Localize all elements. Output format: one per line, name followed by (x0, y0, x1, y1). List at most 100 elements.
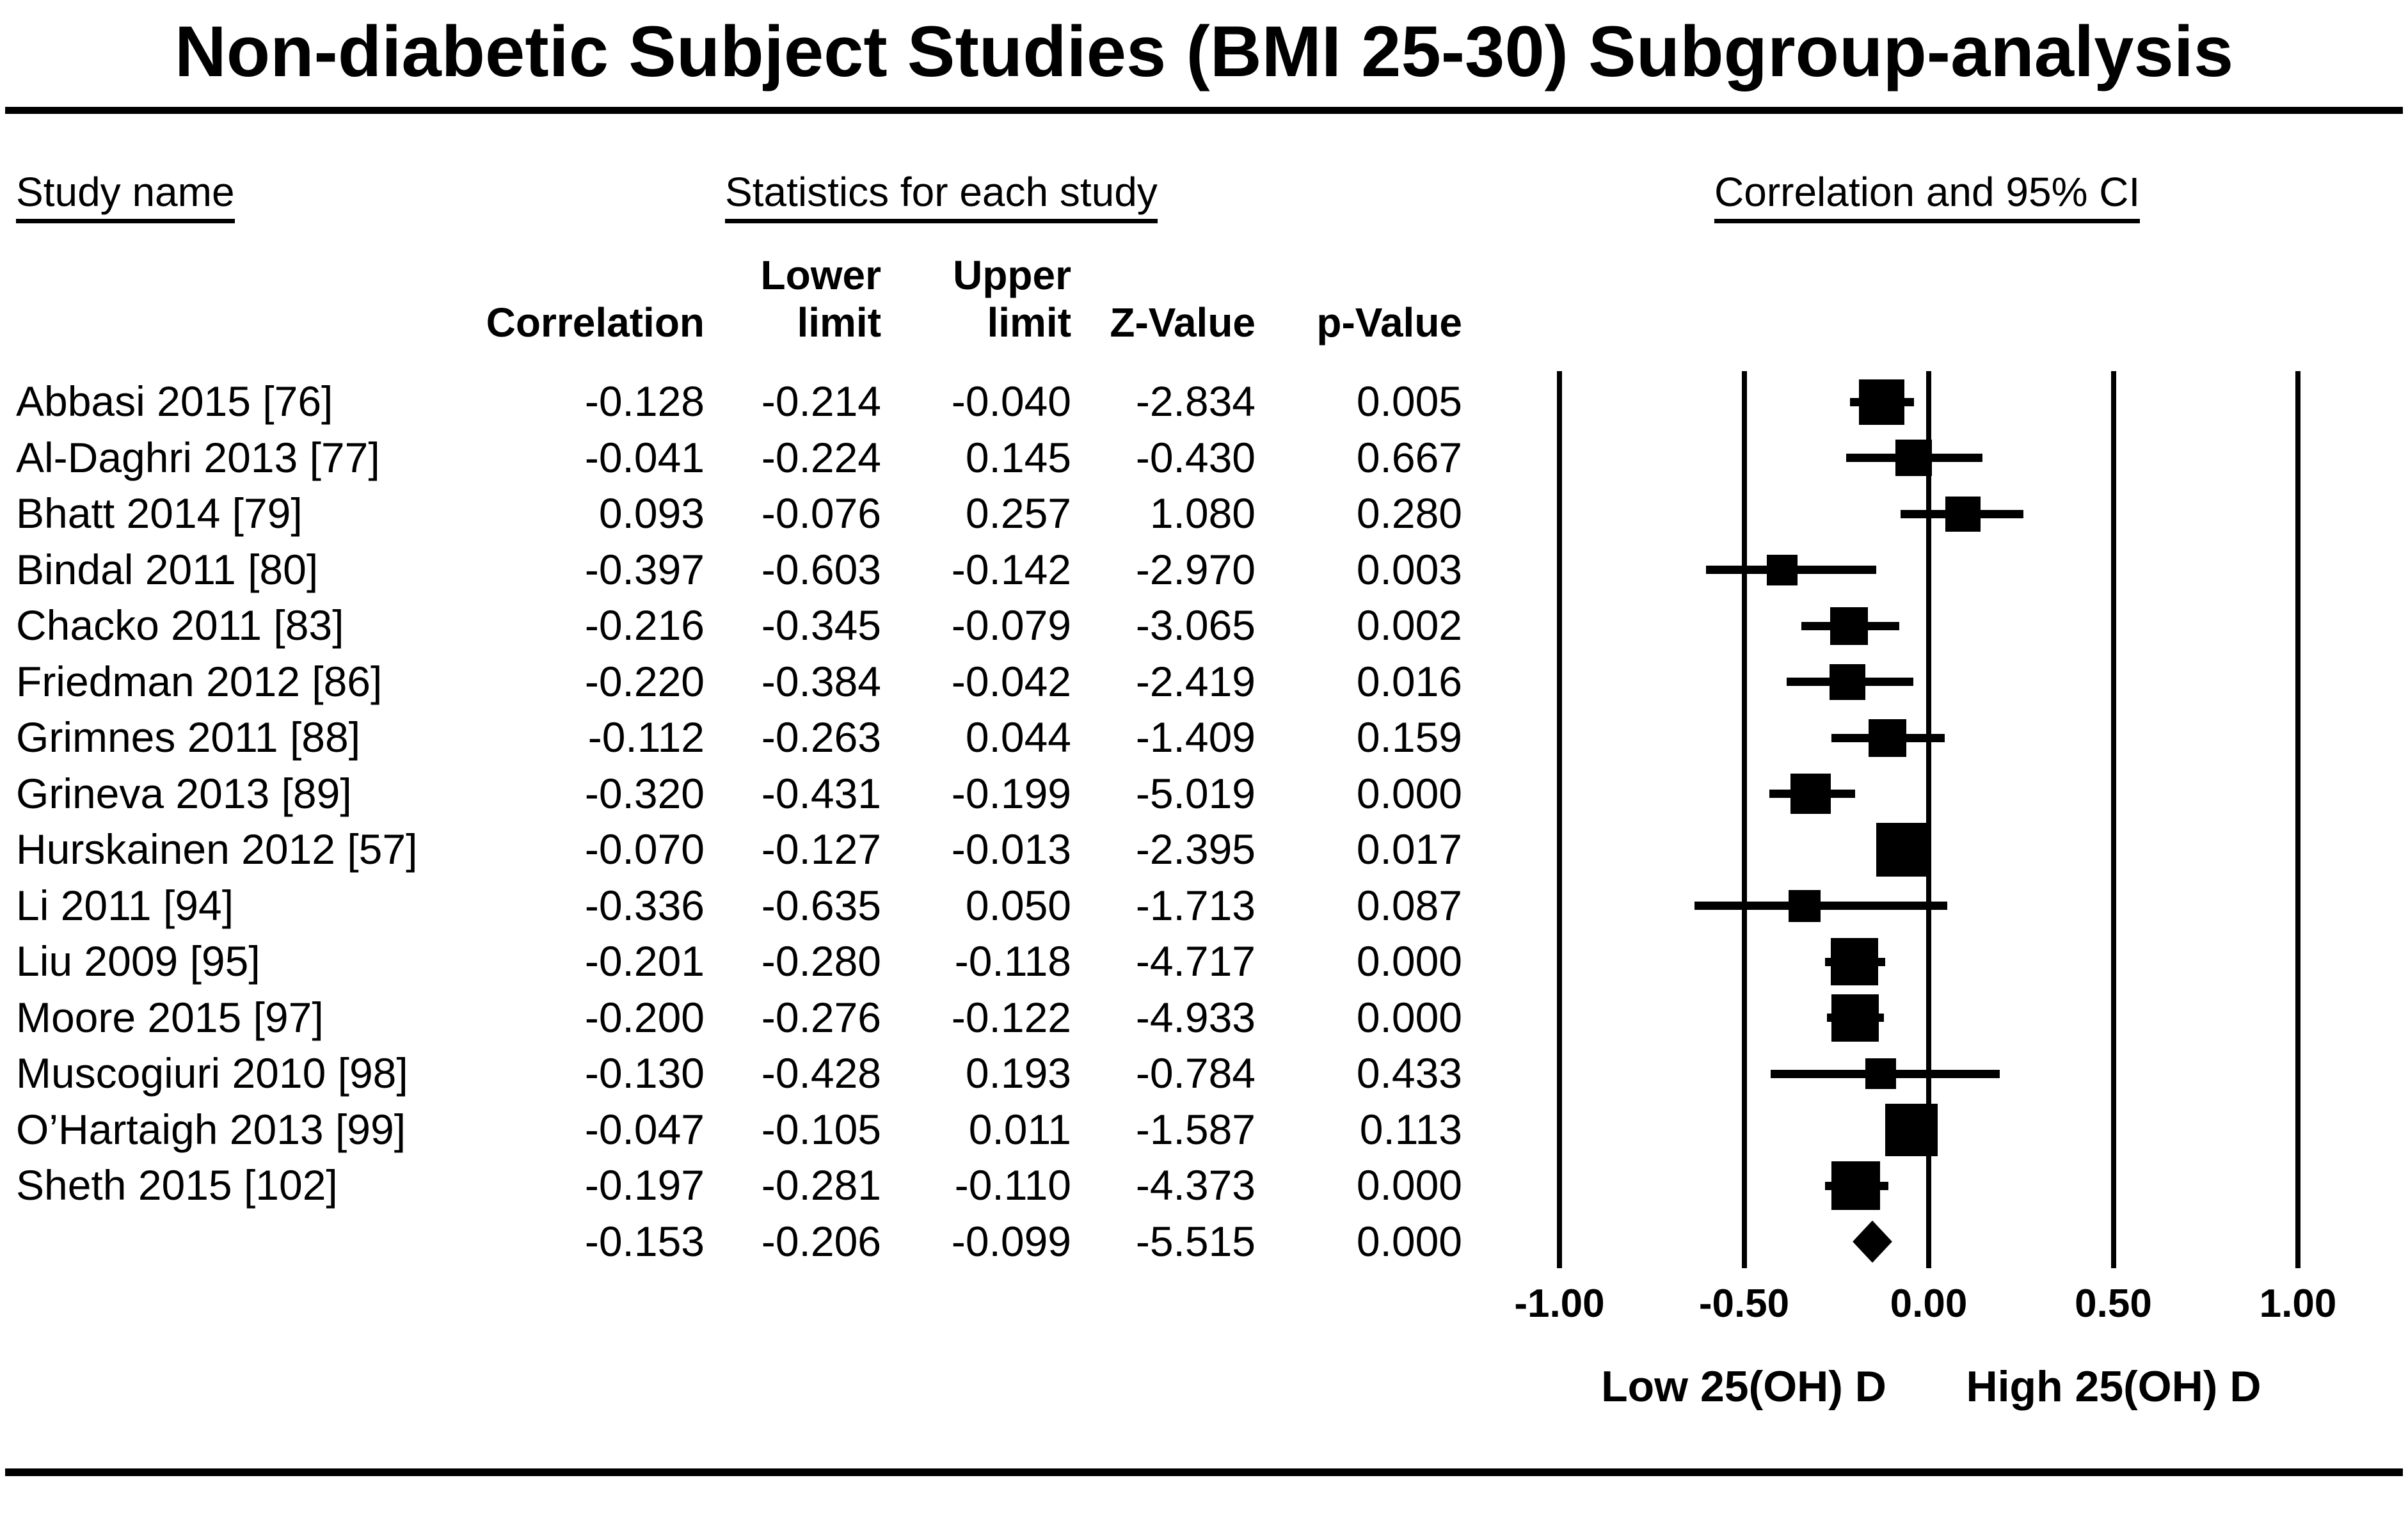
overall-diamond (1853, 1220, 1892, 1263)
z-value-cell: -5.019 (1135, 769, 1256, 817)
axis-tick-label: -0.50 (1698, 1282, 1790, 1326)
upper-limit-cell: -0.110 (954, 1161, 1071, 1209)
axis-tick-label: 0.50 (2075, 1282, 2152, 1326)
study-name-cell (16, 1214, 336, 1270)
upper-limit-cell: -0.122 (951, 993, 1071, 1041)
correlation-cell: -0.397 (584, 545, 705, 593)
z-value-cell: -2.834 (1135, 378, 1256, 425)
correlation-cell: -0.201 (584, 937, 705, 985)
effect-square (1790, 774, 1831, 814)
p-value-cell: 0.002 (1356, 601, 1462, 649)
effect-square (1895, 440, 1932, 476)
z-value-cell: -2.419 (1135, 657, 1256, 705)
effect-square (1789, 889, 1821, 922)
lower-limit-header: limit (797, 299, 881, 346)
correlation-cell: -0.220 (584, 657, 705, 705)
study-table-body: Abbasi 2015 [76] -0.128 -0.214 -0.040 -2.834… (16, 374, 1465, 1269)
upper-limit-cell: -0.199 (951, 769, 1071, 817)
effect-square (1885, 1103, 1938, 1156)
upper-limit-cell: 0.257 (965, 489, 1071, 537)
p-value-cell: 0.667 (1356, 433, 1462, 481)
effect-square (1831, 938, 1879, 985)
top-rule (5, 107, 2403, 114)
upper-limit-header-line1: Upper (953, 252, 1071, 298)
lower-limit-cell: -0.384 (761, 657, 881, 705)
z-value-cell: -4.373 (1135, 1161, 1256, 1209)
study-name-cell: Li 2011 [94] (16, 881, 234, 929)
axis-tick-label: 1.00 (2259, 1282, 2337, 1326)
study-name-cell: Liu 2009 [95] (16, 937, 260, 985)
z-value-cell: -4.933 (1135, 993, 1256, 1041)
study-name-cell: Grimnes 2011 [88] (16, 713, 361, 761)
effect-square (1876, 823, 1930, 877)
correlation-cell: -0.130 (584, 1049, 705, 1097)
p-value-cell: 0.005 (1356, 378, 1462, 425)
lower-limit-header-line1: Lower (760, 252, 881, 298)
p-value-cell: 0.280 (1356, 489, 1462, 537)
upper-limit-cell: 0.044 (965, 713, 1071, 761)
z-value-cell: -2.970 (1135, 545, 1256, 593)
effect-square (1945, 496, 1981, 532)
z-value-cell: -3.065 (1135, 601, 1256, 649)
upper-limit-cell: -0.079 (951, 601, 1071, 649)
correlation-cell: -0.197 (584, 1161, 705, 1209)
statistics-section-header: Statistics for each study (725, 171, 1158, 223)
correlation-cell: -0.112 (587, 713, 705, 761)
z-value-cell: -1.713 (1135, 881, 1256, 929)
upper-limit-cell: -0.118 (954, 937, 1071, 985)
lower-limit-cell: -0.076 (761, 489, 881, 537)
effect-square (1830, 607, 1868, 645)
correlation-cell: -0.320 (584, 769, 705, 817)
correlation-ci-section-header: Correlation and 95% CI (1714, 171, 2141, 223)
bottom-rule (5, 1468, 2403, 1476)
study-name-cell: Muscogiuri 2010 [98] (16, 1049, 408, 1097)
correlation-cell: 0.093 (598, 489, 705, 537)
axis-label-high: High 25(OH) D (1966, 1362, 2261, 1411)
p-value-cell: 0.000 (1356, 1217, 1462, 1265)
p-value-cell: 0.000 (1356, 769, 1462, 817)
plot-gridline (2110, 371, 2116, 1268)
study-name-cell: Abbasi 2015 [76] (16, 378, 333, 425)
z-value-cell: 1.080 (1149, 489, 1256, 537)
upper-limit-cell: -0.142 (951, 545, 1071, 593)
p-value-cell: 0.000 (1356, 937, 1462, 985)
lower-limit-cell: -0.428 (761, 1049, 881, 1097)
correlation-cell: -0.216 (584, 601, 705, 649)
lower-limit-cell: -0.214 (761, 378, 881, 425)
study-name-cell: Sheth 2015 [102] (16, 1161, 338, 1209)
effect-square (1830, 664, 1866, 700)
figure-title: Non-diabetic Subject Studies (BMI 25-30)… (174, 12, 2234, 91)
p-value-cell: 0.016 (1356, 657, 1462, 705)
p-value-cell: 0.159 (1356, 713, 1462, 761)
axis-tick-label: -1.00 (1514, 1282, 1605, 1326)
z-value-header: Z-Value (1110, 299, 1256, 346)
correlation-cell: -0.047 (584, 1105, 705, 1153)
p-value-header-line1 (1256, 251, 1462, 299)
effect-square (1868, 719, 1906, 757)
p-value-cell: 0.087 (1356, 881, 1462, 929)
plot-gridline (2295, 371, 2300, 1268)
upper-limit-cell: -0.040 (951, 378, 1071, 425)
lower-limit-cell: -0.431 (761, 769, 881, 817)
z-value-cell: -0.430 (1135, 433, 1256, 481)
correlation-cell: -0.336 (584, 881, 705, 929)
z-value-header-line1 (1071, 251, 1256, 299)
correlation-cell: -0.153 (584, 1217, 705, 1265)
upper-limit-cell: 0.193 (965, 1049, 1071, 1097)
study-name-cell: Bhatt 2014 [79] (16, 489, 303, 537)
lower-limit-cell: -0.263 (761, 713, 881, 761)
upper-limit-cell: 0.050 (965, 881, 1071, 929)
lower-limit-cell: -0.281 (761, 1161, 881, 1209)
correlation-cell: -0.070 (584, 825, 705, 873)
lower-limit-cell: -0.280 (761, 937, 881, 985)
study-name-cell: O’Hartaigh 2013 [99] (16, 1105, 406, 1153)
p-value-cell: 0.000 (1356, 1161, 1462, 1209)
z-value-cell: -0.784 (1135, 1049, 1256, 1097)
z-value-cell: -4.717 (1135, 937, 1256, 985)
lower-limit-cell: -0.276 (761, 993, 881, 1041)
spacer-cell (16, 299, 336, 346)
plot-gridline (1741, 371, 1747, 1268)
lower-limit-cell: -0.345 (761, 601, 881, 649)
z-value-cell: -1.587 (1135, 1105, 1256, 1153)
